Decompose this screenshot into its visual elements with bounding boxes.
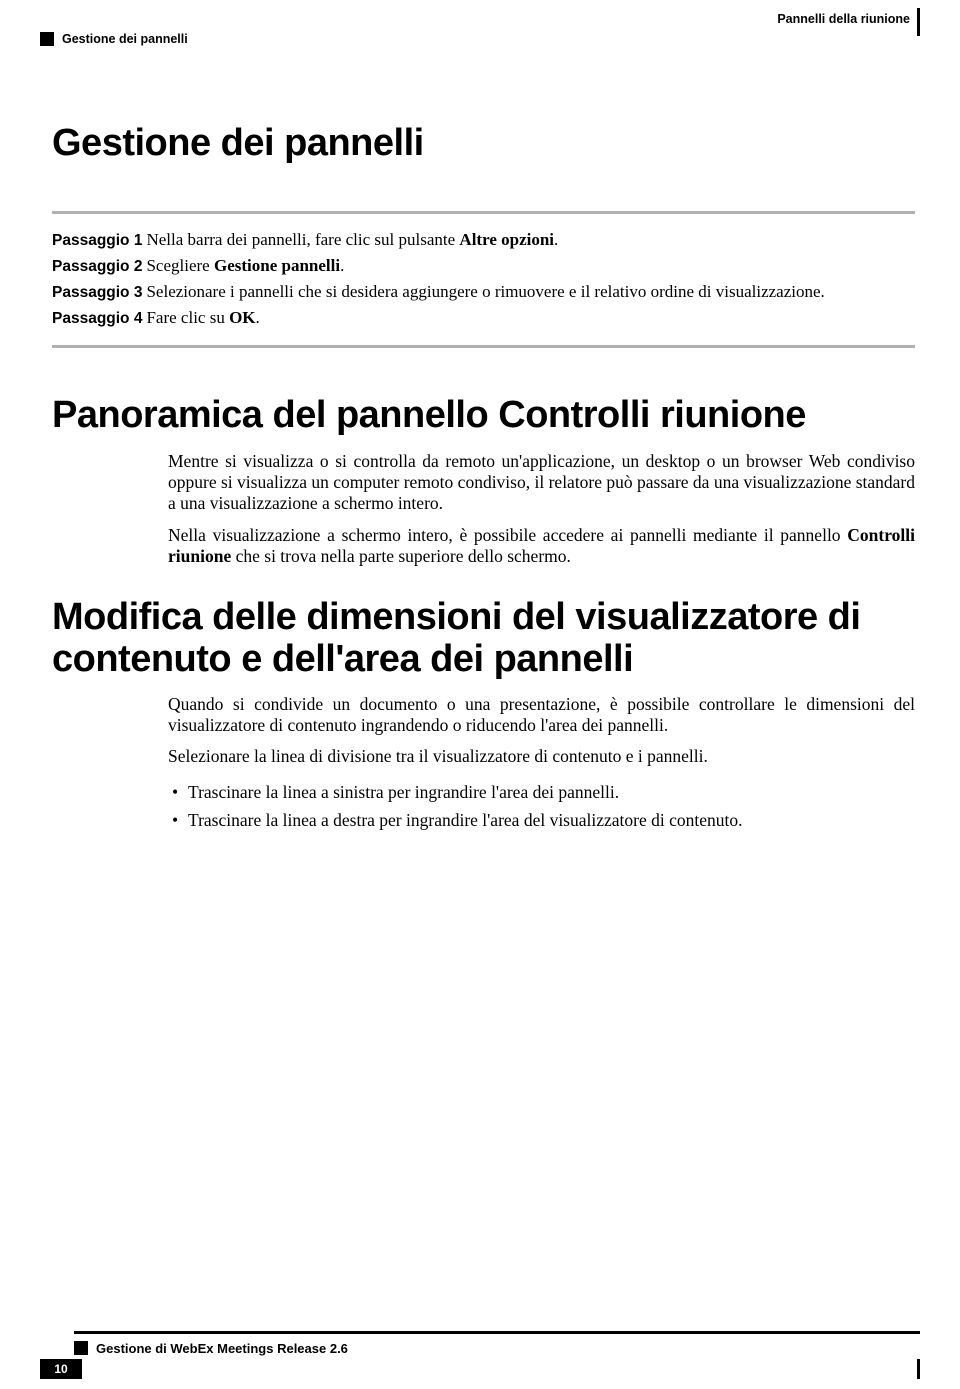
step-post: .	[554, 230, 558, 249]
para2-post: che si trova nella parte superiore dello…	[231, 546, 571, 566]
section2-body: Mentre si visualizza o si controlla da r…	[52, 451, 915, 568]
heading-gestione-pannelli: Gestione dei pannelli	[52, 122, 915, 165]
heading-modifica: Modifica delle dimensioni del visualizza…	[52, 597, 915, 679]
step-text: Nella barra dei pannelli, fare clic sul …	[146, 230, 459, 249]
page: Pannelli della riunione Gestione dei pan…	[0, 0, 960, 1389]
step-label: Passaggio 3	[52, 284, 146, 301]
section2-para1: Mentre si visualizza o si controlla da r…	[168, 451, 915, 515]
footer-right-tick	[917, 1359, 920, 1379]
header-left-section: Gestione dei pannelli	[62, 32, 188, 46]
step-label: Passaggio 1	[52, 232, 146, 249]
bullet-2: Trascinare la linea a destra per ingrand…	[188, 806, 915, 834]
bullet-1: Trascinare la linea a sinistra per ingra…	[188, 778, 915, 806]
footer-rule	[74, 1331, 920, 1334]
step-post: .	[340, 256, 344, 275]
footer-doc-title: Gestione di WebEx Meetings Release 2.6	[96, 1341, 348, 1356]
header-right-separator	[917, 8, 920, 36]
step-post: .	[256, 308, 260, 327]
section2-para2: Nella visualizzazione a schermo intero, …	[168, 525, 915, 568]
step-2: Passaggio 2Scegliere Gestione pannelli.	[52, 255, 915, 278]
step-bold: Altre opzioni	[459, 230, 554, 249]
content-area: Gestione dei pannelli Passaggio 1Nella b…	[52, 122, 915, 834]
step-text: Fare clic su	[146, 308, 229, 327]
para2-pre: Nella visualizzazione a schermo intero, …	[168, 525, 847, 545]
section3-body: Quando si condivide un documento o una p…	[52, 694, 915, 834]
section3-bullets: Trascinare la linea a sinistra per ingra…	[168, 778, 915, 834]
step-4: Passaggio 4Fare clic su OK.	[52, 307, 915, 330]
step-3: Passaggio 3Selezionare i pannelli che si…	[52, 281, 915, 304]
step-bold: OK	[229, 308, 255, 327]
steps-box: Passaggio 1Nella barra dei pannelli, far…	[52, 211, 915, 348]
section3-para2: Selezionare la linea di divisione tra il…	[168, 746, 915, 767]
footer-page-number: 10	[40, 1359, 82, 1379]
step-text: Scegliere	[146, 256, 214, 275]
footer: Gestione di WebEx Meetings Release 2.6 1…	[0, 1331, 960, 1389]
section3-para1: Quando si condivide un documento o una p…	[168, 694, 915, 737]
header-right-chapter: Pannelli della riunione	[777, 12, 910, 26]
step-text: Selezionare i pannelli che si desidera a…	[146, 282, 824, 301]
step-1: Passaggio 1Nella barra dei pannelli, far…	[52, 229, 915, 252]
step-label: Passaggio 2	[52, 258, 146, 275]
footer-marker	[74, 1341, 88, 1355]
heading-panoramica: Panoramica del pannello Controlli riunio…	[52, 394, 915, 437]
header-left-marker	[40, 32, 54, 46]
step-label: Passaggio 4	[52, 310, 146, 327]
step-bold: Gestione pannelli	[214, 256, 340, 275]
